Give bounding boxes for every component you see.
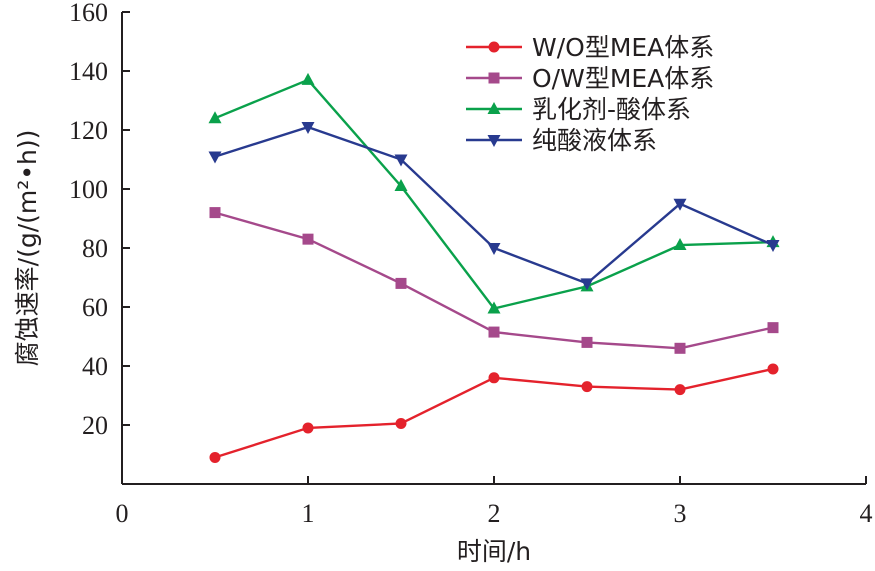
legend-marker	[488, 41, 500, 53]
legend-label: O/W型MEA体系	[532, 64, 714, 93]
y-tick-label: 60	[82, 293, 108, 322]
data-point	[394, 179, 408, 192]
legend-item: O/W型MEA体系	[466, 64, 714, 93]
data-point	[488, 326, 500, 338]
data-point	[302, 233, 314, 245]
y-tick-label: 160	[69, 0, 108, 27]
legend-marker	[487, 135, 501, 147]
data-point	[580, 278, 594, 291]
x-axis-title: 时间/h	[457, 537, 531, 566]
x-tick-label: 0	[116, 499, 129, 528]
data-point	[487, 243, 501, 255]
y-tick-label: 40	[82, 352, 108, 381]
y-tick-label: 140	[69, 57, 108, 86]
series-group	[208, 72, 780, 463]
data-point	[767, 322, 779, 334]
x-tick-label: 2	[488, 499, 501, 528]
data-point	[395, 418, 407, 430]
legend-item: 纯酸液体系	[466, 126, 657, 155]
y-axis-title: 腐蚀速率/(g/(m²•h))	[13, 130, 42, 367]
data-point	[487, 301, 501, 314]
x-tick-label: 1	[302, 499, 315, 528]
data-point	[673, 238, 687, 251]
data-point	[581, 381, 593, 393]
series-2	[209, 207, 779, 354]
legend-item: 乳化剂-酸体系	[466, 95, 691, 124]
data-point	[302, 422, 314, 434]
series-4	[208, 122, 780, 291]
x-tick-label: 4	[860, 499, 873, 528]
legend-label: 乳化剂-酸体系	[532, 95, 691, 124]
y-tick-label: 100	[69, 175, 108, 204]
y-tick-label: 20	[82, 411, 108, 440]
tick-labels: 0 1 2 3 4 20 40 60 80 100 120 140 160	[69, 0, 873, 528]
data-point	[301, 122, 315, 135]
legend-marker	[487, 102, 501, 114]
legend-label: 纯酸液体系	[532, 126, 657, 155]
data-point	[394, 154, 408, 167]
data-point	[767, 363, 779, 375]
data-point	[209, 451, 221, 463]
data-point	[674, 384, 686, 396]
data-point	[301, 72, 315, 85]
data-point	[766, 240, 780, 253]
data-point	[581, 336, 593, 348]
series-1	[209, 363, 779, 463]
legend-item: W/O型MEA体系	[466, 33, 714, 62]
legend-marker	[488, 72, 500, 84]
data-point	[395, 277, 407, 289]
data-point	[674, 342, 686, 354]
data-point	[208, 111, 222, 124]
legend-label: W/O型MEA体系	[532, 33, 714, 62]
data-point	[208, 151, 222, 164]
y-tick-label: 120	[69, 116, 108, 145]
data-point	[209, 207, 221, 219]
x-tick-label: 3	[674, 499, 687, 528]
data-point	[673, 198, 687, 211]
data-point	[488, 372, 500, 384]
y-tick-label: 80	[82, 234, 108, 263]
ticks	[122, 11, 867, 484]
series-line	[214, 125, 774, 285]
